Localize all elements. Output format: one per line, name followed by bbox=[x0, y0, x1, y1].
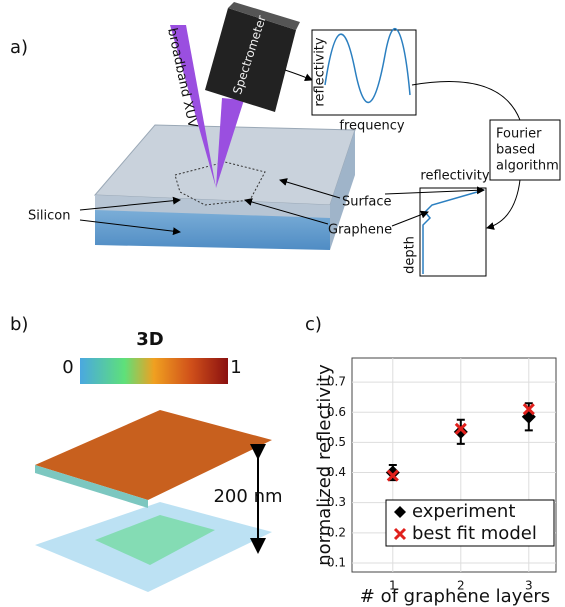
figure: a) broadband XUV Spectrometer reflectivi… bbox=[0, 0, 565, 607]
colorbar-min: 0 bbox=[62, 357, 73, 378]
x-tick-label: 2 bbox=[457, 579, 465, 593]
legend-label: experiment bbox=[412, 501, 515, 522]
arrow bbox=[487, 180, 520, 228]
algorithm-line: Fourier bbox=[496, 127, 542, 142]
panel-label: b) bbox=[10, 314, 28, 335]
x-tick-label: 3 bbox=[525, 579, 533, 593]
graphene-label: Graphene bbox=[328, 223, 392, 238]
y-tick-label: 0.4 bbox=[327, 465, 346, 479]
graph2-x: reflectivity bbox=[420, 169, 490, 184]
arrow bbox=[412, 82, 520, 120]
graph2 bbox=[420, 188, 486, 276]
graph2-y: depth bbox=[403, 236, 418, 274]
colorbar bbox=[80, 358, 228, 384]
x-tick-label: 1 bbox=[389, 579, 397, 593]
y-tick-label: 0.6 bbox=[327, 405, 346, 419]
panel-label: c) bbox=[305, 314, 322, 335]
graph1-x: frequency bbox=[339, 119, 405, 134]
thickness-label: 200 nm bbox=[213, 486, 282, 507]
y-tick-label: 0.1 bbox=[327, 555, 346, 569]
silicon-label: Silicon bbox=[28, 209, 70, 224]
algorithm-line: algorithm bbox=[496, 159, 559, 174]
panel-label: a) bbox=[10, 37, 28, 58]
algorithm-line: based bbox=[496, 143, 535, 158]
graph1-y: reflectivity bbox=[313, 37, 328, 107]
surface-label: Surface bbox=[342, 195, 392, 210]
legend-label: best fit model bbox=[412, 523, 537, 544]
arrow bbox=[285, 70, 312, 80]
y-tick-label: 0.7 bbox=[327, 375, 346, 389]
colorbar-max: 1 bbox=[230, 357, 241, 378]
panel-title: 3D bbox=[136, 329, 163, 350]
y-tick-label: 0.2 bbox=[327, 525, 346, 539]
y-tick-label: 0.3 bbox=[327, 495, 346, 509]
y-tick-label: 0.5 bbox=[327, 435, 346, 449]
